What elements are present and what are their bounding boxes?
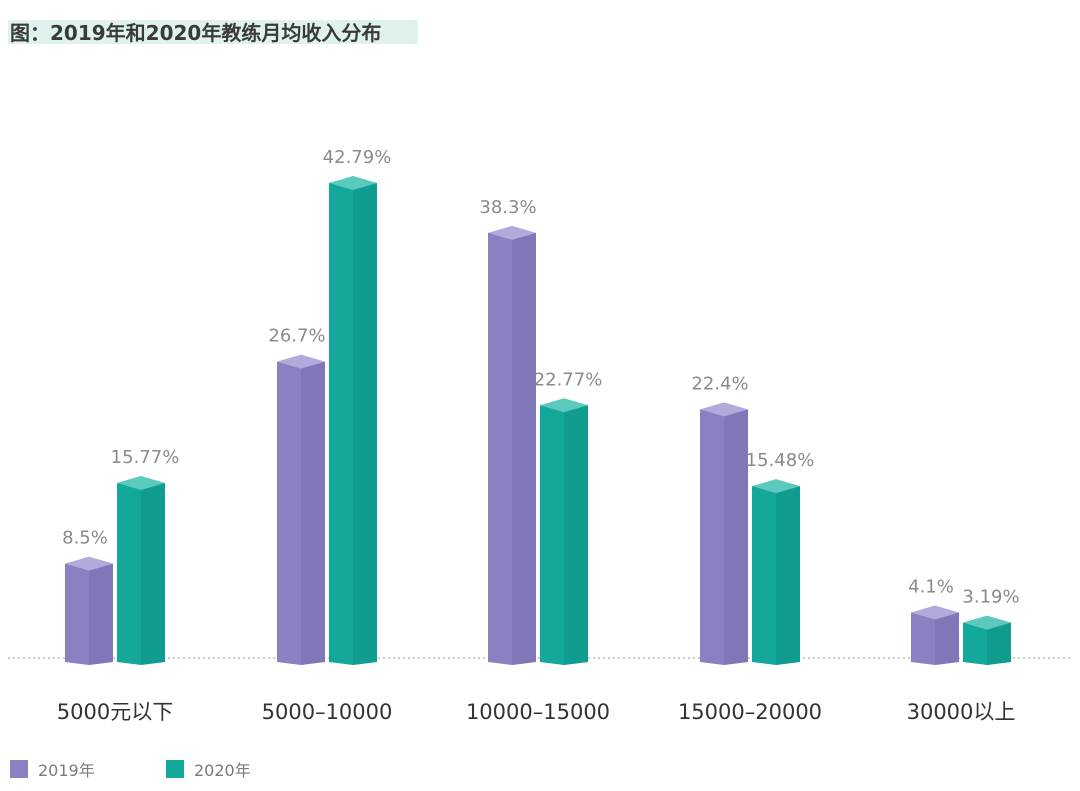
legend-swatch-2019	[10, 760, 28, 778]
data-label-2020-4: 3.19%	[962, 587, 1019, 608]
category-label-2: 10000–15000	[466, 700, 610, 724]
data-label-2019-1: 26.7%	[268, 326, 325, 347]
category-label-1: 5000–10000	[262, 700, 393, 724]
bar-2019-1	[277, 354, 325, 665]
legend-item-2019: 2019年	[10, 757, 95, 781]
data-label-2020-0: 15.77%	[111, 447, 180, 468]
data-label-2019-0: 8.5%	[62, 528, 108, 549]
bar-2019-4	[911, 605, 959, 665]
title-highlight	[8, 20, 418, 44]
legend-swatch-2020	[166, 760, 184, 778]
data-label-2019-3: 22.4%	[691, 373, 748, 394]
data-label-2020-1: 42.79%	[323, 147, 392, 168]
bar-2020-2	[540, 398, 588, 665]
bar-2019-2	[488, 225, 536, 665]
category-label-3: 15000–20000	[678, 700, 822, 724]
chart-title-wrap: 图：2019年和2020年教练月均收入分布	[8, 16, 418, 46]
bar-2020-4	[963, 615, 1011, 665]
data-label-2019-4: 4.1%	[908, 576, 954, 597]
data-label-2019-2: 38.3%	[479, 197, 536, 218]
bar-2019-0	[65, 556, 113, 665]
bar-2020-0	[117, 475, 165, 665]
bar-2019-3	[700, 402, 748, 665]
category-label-0: 5000元以下	[57, 700, 173, 724]
legend-label-2019: 2019年	[38, 761, 95, 780]
data-label-2020-2: 22.77%	[534, 369, 603, 390]
category-label-4: 30000以上	[907, 700, 1016, 724]
legend-item-2020: 2020年	[166, 757, 251, 781]
bar-2020-1	[329, 176, 377, 665]
legend-label-2020: 2020年	[194, 761, 251, 780]
chart-title: 图：2019年和2020年教练月均收入分布	[10, 20, 382, 45]
bar-2020-3	[752, 479, 800, 665]
data-label-2020-3: 15.48%	[746, 450, 815, 471]
